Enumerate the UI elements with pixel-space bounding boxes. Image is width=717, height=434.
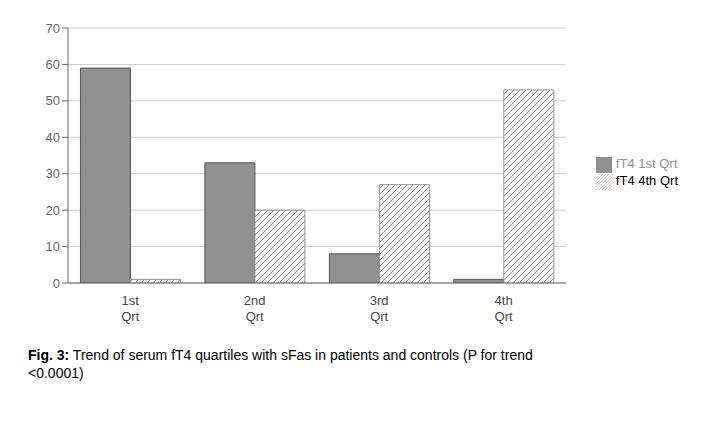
html-text:fT4 1st Qrt: fT4 1st Qrt bbox=[615, 156, 678, 172]
svg-text:3rdQrt: 3rdQrt bbox=[370, 293, 389, 324]
svg-text:60: 60 bbox=[46, 57, 60, 72]
svg-text:40: 40 bbox=[46, 130, 60, 145]
svg-text:0: 0 bbox=[53, 276, 60, 291]
svg-text:1stQrt: 1stQrt bbox=[121, 293, 139, 324]
svg-text:4thQrt: 4thQrt bbox=[495, 293, 513, 324]
svg-text:10: 10 bbox=[46, 239, 60, 254]
svg-text:30: 30 bbox=[46, 166, 60, 181]
svg-text:2ndQrt: 2ndQrt bbox=[244, 293, 266, 324]
html-text:fT4 4th Qrt: fT4 4th Qrt bbox=[615, 173, 678, 188]
svg-text:50: 50 bbox=[46, 93, 60, 108]
html-text:Fig. 3: Trend of serum fT4 qua: Fig. 3: Trend of serum fT4 quartiles wit… bbox=[28, 347, 533, 381]
svg-text:20: 20 bbox=[46, 203, 60, 218]
svg-text:70: 70 bbox=[46, 21, 60, 36]
